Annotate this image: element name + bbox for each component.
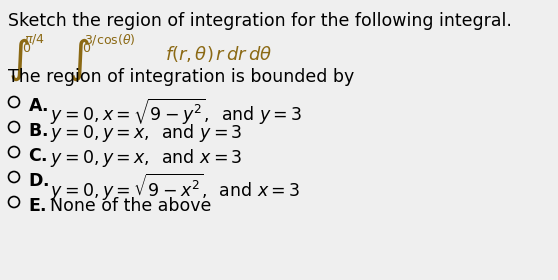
Text: $0$: $0$	[22, 42, 31, 55]
Text: None of the above: None of the above	[50, 197, 211, 215]
Text: $\mathbf{E.}$: $\mathbf{E.}$	[28, 197, 47, 215]
Text: $\mathbf{A.}$: $\mathbf{A.}$	[28, 97, 48, 115]
Text: $\pi/4$: $\pi/4$	[24, 32, 45, 46]
Text: $\mathbf{C.}$: $\mathbf{C.}$	[28, 147, 47, 165]
Text: $\int$: $\int$	[8, 37, 30, 83]
Text: $y = 0, y = \sqrt{9 - x^2},\,$ and $x = 3$: $y = 0, y = \sqrt{9 - x^2},\,$ and $x = …	[50, 172, 300, 203]
Text: $\mathbf{D.}$: $\mathbf{D.}$	[28, 172, 49, 190]
Text: Sketch the region of integration for the following integral.: Sketch the region of integration for the…	[8, 12, 512, 30]
Text: $\int$: $\int$	[68, 37, 90, 83]
Text: $f(r, \theta)\, r\, dr\, d\theta$: $f(r, \theta)\, r\, dr\, d\theta$	[165, 44, 272, 64]
Text: $y = 0, x = \sqrt{9 - y^2},\,$ and $y = 3$: $y = 0, x = \sqrt{9 - y^2},\,$ and $y = …	[50, 97, 302, 127]
Text: The region of integration is bounded by: The region of integration is bounded by	[8, 68, 354, 86]
Text: $y = 0, y = x,\,$ and $x = 3$: $y = 0, y = x,\,$ and $x = 3$	[50, 147, 243, 169]
Text: $3/\cos(\theta)$: $3/\cos(\theta)$	[84, 32, 136, 47]
Text: $0$: $0$	[82, 42, 91, 55]
Text: $y = 0, y = x,\,$ and $y = 3$: $y = 0, y = x,\,$ and $y = 3$	[50, 122, 243, 144]
Text: $\mathbf{B.}$: $\mathbf{B.}$	[28, 122, 48, 140]
